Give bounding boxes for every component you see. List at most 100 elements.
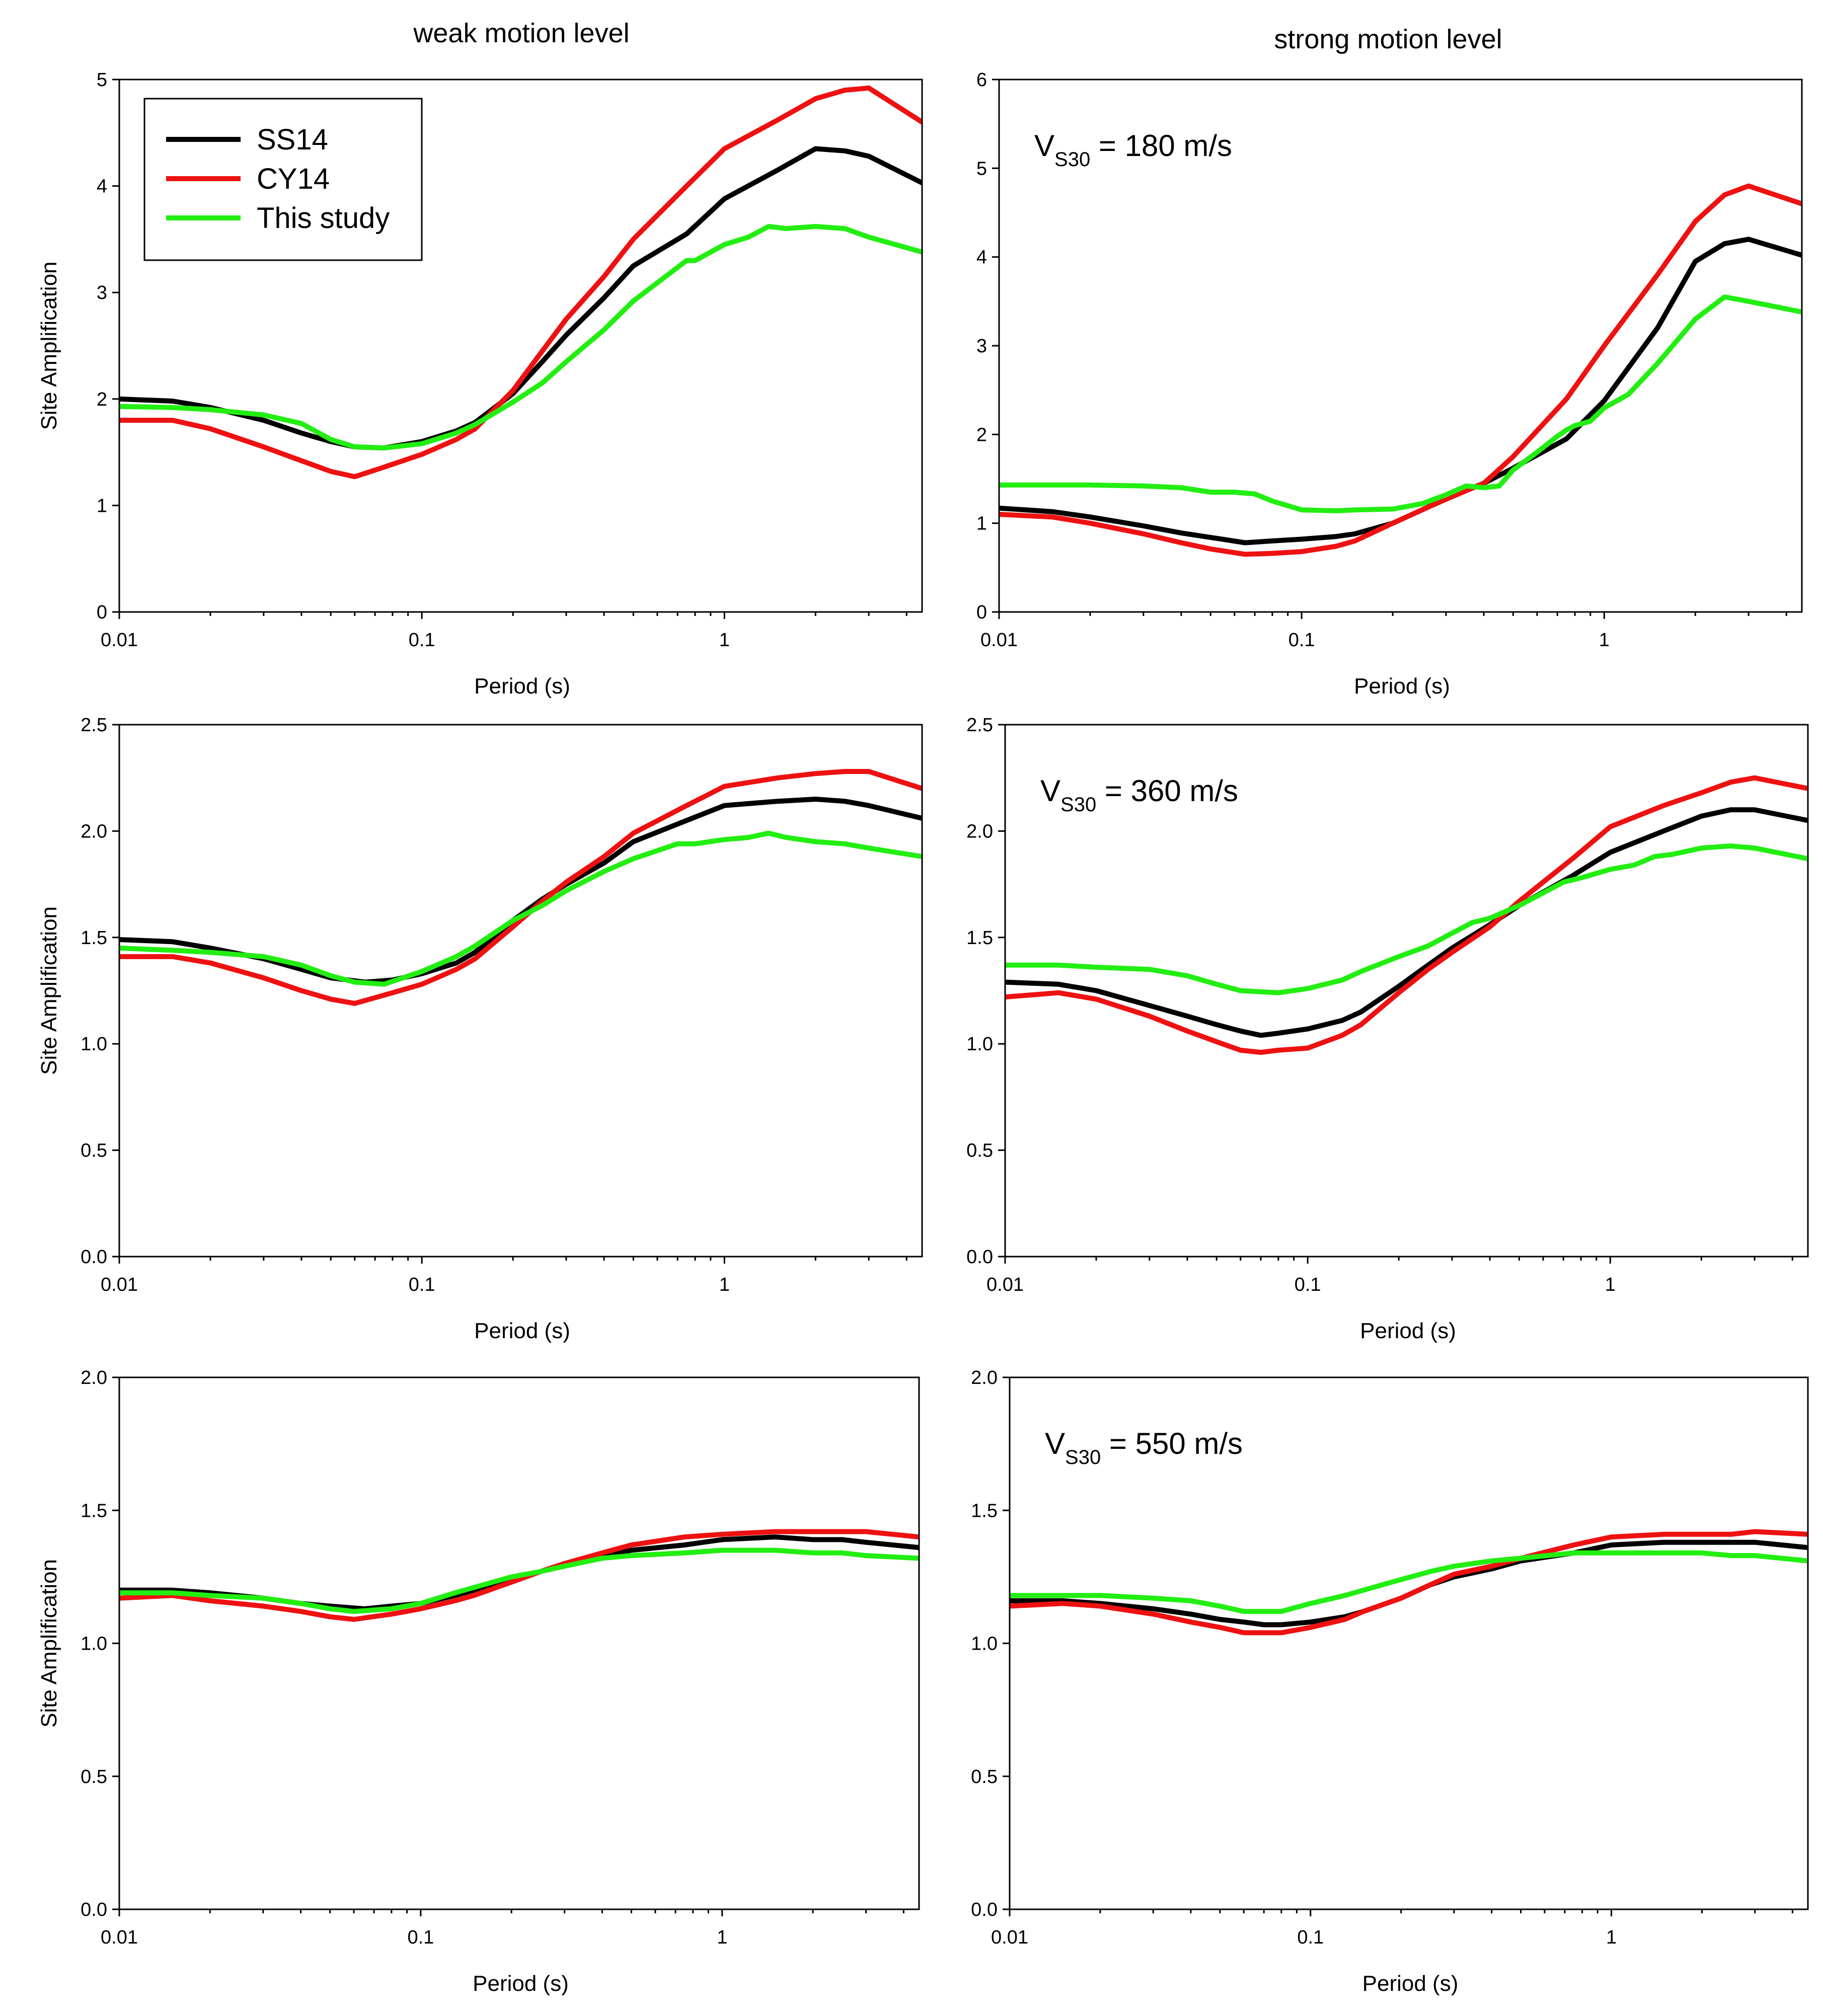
x-tick-label: 0.01	[101, 1927, 138, 1948]
series-group	[999, 183, 1802, 557]
legend-label: SS14	[257, 123, 328, 156]
y-tick-label: 6	[976, 69, 987, 91]
chart-weak-550: 0.0 0.5 1.0 1.5 2.0 0.01 0.1 1 Period (s) Site Am…	[37, 1367, 920, 1996]
y-tick-label: 4	[97, 176, 107, 197]
x-axis-label: Period (s)	[474, 674, 570, 699]
y-tick-label: 0.5	[971, 1766, 998, 1788]
left-column-title: weak motion level	[413, 18, 629, 48]
series-group	[119, 769, 922, 1006]
y-tick-label: 2.0	[971, 1367, 998, 1388]
x-tick-label: 1	[1599, 630, 1610, 651]
right-column-title: strong motion level	[1274, 24, 1502, 54]
plot-frame	[118, 724, 923, 1258]
series-line-cy14	[119, 1529, 919, 1622]
chart-weak-180: 0 1 2 3 4 5 0.01 0.1 1 Period (s) Site Amplificati…	[37, 69, 923, 699]
y-tick-label: 5	[976, 158, 987, 179]
legend: SS14 CY14 This study	[143, 98, 423, 261]
x-tick-label: 1	[1606, 1927, 1617, 1948]
y-tick-label: 0	[976, 602, 987, 623]
series-line-ss14	[999, 237, 1802, 546]
y-tick-label: 1	[97, 495, 107, 516]
y-tick-label: 1.5	[966, 927, 993, 949]
series-group	[119, 85, 922, 480]
series-group	[1005, 775, 1808, 1055]
y-tick-label: 1	[976, 513, 987, 534]
x-tick-label: 1	[1605, 1274, 1616, 1295]
y-tick-label: 2.0	[81, 821, 107, 842]
y-tick-label: 2.5	[81, 715, 107, 736]
legend-label: This study	[257, 202, 390, 235]
y-tick-label: 1.5	[81, 927, 107, 949]
y-tick-label: 2	[97, 389, 107, 410]
y-tick-label: 2	[976, 424, 987, 445]
series-line-this-study	[119, 1547, 919, 1614]
series-line-this-study	[119, 830, 922, 987]
chart-weak-360: 0.0 0.5 1.0 1.5 2.0 2.5 0.01 0.1 1 Period (s) Site…	[37, 715, 923, 1343]
x-tick-label: 0.1	[1297, 1927, 1324, 1948]
y-tick-label: 0.5	[81, 1766, 107, 1788]
y-tick-label: 2.0	[81, 1367, 107, 1388]
x-tick-label: 0.01	[986, 1274, 1024, 1295]
y-tick-label: 5	[97, 69, 107, 91]
x-tick-label: 0.01	[991, 1927, 1028, 1948]
y-tick-label: 1.0	[971, 1634, 998, 1655]
y-tick-label: 1.5	[971, 1500, 998, 1521]
x-axis-label: Period (s)	[474, 1319, 570, 1343]
series-group	[1010, 1529, 1808, 1636]
x-axis-label: Period (s)	[1354, 674, 1450, 699]
y-tick-label: 1.0	[81, 1034, 107, 1055]
chart-strong-180: 0 1 2 3 4 5 6 0.01 0.1 1 Period (s) VS30 = 180 m/s	[976, 69, 1803, 699]
x-tick-label: 0.1	[409, 630, 435, 651]
series-group	[119, 1529, 919, 1622]
x-tick-label: 0.1	[1288, 630, 1315, 651]
plot-frame	[118, 79, 923, 613]
y-tick-label: 1.0	[81, 1634, 107, 1655]
y-tick-label: 0.5	[966, 1140, 993, 1161]
series-line-this-study	[1005, 843, 1808, 995]
y-tick-label: 0	[97, 602, 107, 623]
x-tick-label: 0.1	[409, 1274, 435, 1295]
plot-frame	[118, 1376, 920, 1910]
series-line-this-study	[999, 294, 1802, 513]
x-tick-label: 0.01	[980, 630, 1018, 651]
x-tick-label: 0.1	[1295, 1274, 1321, 1295]
y-tick-label: 0.5	[81, 1140, 107, 1161]
y-tick-label: 0.0	[81, 1247, 107, 1268]
y-tick-label: 3	[97, 282, 107, 303]
x-tick-label: 0.1	[407, 1927, 434, 1948]
series-line-cy14	[1010, 1529, 1808, 1636]
x-axis-label: Period (s)	[473, 1971, 569, 1996]
x-tick-label: 0.01	[101, 630, 138, 651]
y-tick-label: 0.0	[966, 1247, 993, 1268]
y-tick-label: 1.0	[966, 1034, 993, 1055]
x-axis-label: Period (s)	[1360, 1319, 1456, 1343]
x-axis-label: Period (s)	[1362, 1971, 1459, 1996]
series-line-cy14	[119, 85, 922, 480]
y-tick-label: 0.0	[81, 1899, 107, 1920]
plot-frame	[1004, 724, 1809, 1258]
vs30-annotation: VS30 = 360 m/s	[1040, 774, 1238, 816]
y-tick-label: 2.0	[966, 821, 993, 842]
series-line-cy14	[999, 183, 1802, 557]
y-tick-label: 3	[976, 336, 987, 357]
y-tick-label: 4	[976, 247, 987, 268]
series-line-ss14	[1005, 807, 1808, 1038]
chart-strong-550: 0.0 0.5 1.0 1.5 2.0 0.01 0.1 1 Period (s) VS30 = …	[971, 1367, 1809, 1996]
y-tick-label: 2.5	[966, 715, 993, 736]
series-line-this-study	[1010, 1550, 1808, 1614]
y-axis-label: Site Amplification	[37, 906, 61, 1075]
y-tick-label: 1.5	[81, 1500, 107, 1521]
y-axis-label: Site Amplification	[37, 1559, 61, 1728]
y-axis-label: Site Amplification	[37, 261, 61, 430]
legend-label: CY14	[257, 163, 330, 195]
y-tick-label: 0.0	[971, 1899, 998, 1920]
x-tick-label: 1	[717, 1927, 727, 1948]
x-tick-label: 0.01	[101, 1274, 138, 1295]
series-line-cy14	[1005, 775, 1808, 1055]
vs30-annotation: VS30 = 550 m/s	[1045, 1427, 1243, 1468]
x-tick-label: 1	[719, 1274, 730, 1295]
series-line-cy14	[119, 769, 922, 1006]
x-tick-label: 1	[719, 630, 730, 651]
